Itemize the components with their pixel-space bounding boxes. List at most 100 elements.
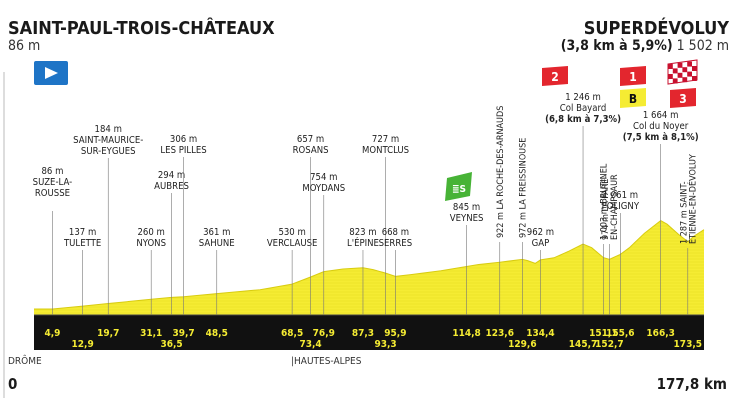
waypoint-text: MOYDANS xyxy=(302,183,345,194)
waypoint-text: 306 m xyxy=(170,134,197,145)
km-band xyxy=(34,315,704,350)
svg-text:B: B xyxy=(629,92,637,106)
finish-climb: (3,8 km à 5,9%) xyxy=(560,38,673,54)
waypoint-text: 657 m xyxy=(297,134,324,145)
waypoint-text: 922 m LA ROCHE-DES-ARNAUDS xyxy=(496,106,506,238)
waypoint-text: 972 m LA FREISSINOUSE xyxy=(518,138,528,238)
waypoint-text: GAP xyxy=(532,238,550,249)
waypoint-text: 845 m xyxy=(453,202,480,213)
km-label: 95,9 xyxy=(384,328,406,339)
intermediate-sprint-icon: ≣S xyxy=(445,172,472,201)
waypoint-text: 530 m xyxy=(278,227,305,238)
km-label: 166,3 xyxy=(646,328,674,339)
waypoint-label-vertical: 972 m LA FREISSINOUSE xyxy=(518,138,528,238)
waypoint-text: TULETTE xyxy=(63,238,101,249)
waypoint-text: SUZE-LA- xyxy=(33,177,73,188)
region-hautes-alpes: |HAUTES-ALPES xyxy=(291,356,362,367)
km-label: 152,7 xyxy=(595,339,623,350)
km-label: 114,8 xyxy=(452,328,480,339)
svg-text:≣S: ≣S xyxy=(452,184,466,195)
waypoint-text: 962 m xyxy=(527,227,554,238)
km-label: 173,5 xyxy=(674,339,702,350)
waypoint-text: 184 m xyxy=(95,124,122,135)
waypoint-text: 86 m xyxy=(42,166,64,177)
waypoint-text: LES PILLES xyxy=(160,145,206,156)
waypoint-text: 1 246 m xyxy=(565,92,601,103)
profile-outline xyxy=(34,220,705,310)
waypoint-text: 727 m xyxy=(372,134,399,145)
waypoint-label-vertical: 1 003 m BRUTINEL xyxy=(599,163,609,240)
finish-climb-line: (3,8 km à 5,9%) 1 502 m xyxy=(561,38,729,54)
axis-start-km: 0 xyxy=(8,375,18,393)
waypoint-text: 361 m xyxy=(203,227,230,238)
svg-text:3: 3 xyxy=(679,92,687,106)
waypoint-text: SUR-EYGUES xyxy=(81,146,136,157)
km-label: 87,3 xyxy=(352,328,374,339)
profile-area xyxy=(34,220,704,315)
waypoint-label-vertical: 922 m LA ROCHE-DES-ARNAUDS xyxy=(496,106,506,238)
bonus-point-icon: B xyxy=(620,88,646,108)
waypoint-text: 137 m xyxy=(69,227,96,238)
waypoint-text: (7,5 km à 8,1%) xyxy=(623,132,699,143)
waypoint-text: NYONS xyxy=(136,238,166,249)
waypoint-text: VEYNES xyxy=(450,213,484,224)
km-label: 4,9 xyxy=(44,328,60,339)
waypoint-text: 260 m xyxy=(138,227,165,238)
km-label: 36,5 xyxy=(160,339,182,350)
region-drome: DRÔME xyxy=(8,356,42,367)
waypoint-text: SAHUNE xyxy=(199,238,235,249)
finish-altitude: 1 502 m xyxy=(676,38,729,54)
km-label: 134,4 xyxy=(526,328,554,339)
svg-text:2: 2 xyxy=(551,70,559,84)
start-flag-icon xyxy=(34,61,68,85)
waypoint-text: (6,8 km à 7,3%) xyxy=(545,114,621,125)
finish-checkered-flag-icon xyxy=(667,59,698,85)
waypoint-text: MONTCLUS xyxy=(362,145,409,156)
km-label: 155,6 xyxy=(606,328,634,339)
waypoint-text: SERRES xyxy=(379,238,413,249)
waypoint-text: AUBRES xyxy=(154,181,189,192)
waypoint-text: ROUSSE xyxy=(35,188,70,199)
waypoint-text: 823 m xyxy=(349,227,376,238)
waypoint-text: Col Bayard xyxy=(560,103,606,114)
km-label: 151,1 xyxy=(589,328,617,339)
waypoint-text: SAINT-MAURICE- xyxy=(73,135,143,146)
km-label: 145,7 xyxy=(569,339,597,350)
finish-name: SUPERDÉVOLUY xyxy=(583,18,729,39)
mountain-category-icon: 3 xyxy=(670,88,696,108)
mountain-category-icon: 2 xyxy=(542,66,568,86)
waypoint-text: EN-CHAMPSAUR xyxy=(610,174,620,240)
km-label: 129,6 xyxy=(508,339,536,350)
waypoint-text: POLIGNY xyxy=(602,201,640,212)
waypoint-text: Col du Noyer xyxy=(633,121,689,132)
km-label: 19,7 xyxy=(97,328,119,339)
start-altitude: 86 m xyxy=(8,38,41,54)
waypoint-text: 1 061 m xyxy=(603,190,639,201)
km-label: 93,3 xyxy=(374,339,396,350)
km-label: 39,7 xyxy=(172,328,194,339)
waypoint-text: 1 003 m BRUTINEL xyxy=(599,163,609,240)
axis-end-km: 177,8 km xyxy=(656,375,727,393)
waypoint-text: ÉTIENNE-EN-DÉVOLUY xyxy=(686,154,698,244)
start-name: SAINT-PAUL-TROIS-CHÂTEAUX xyxy=(8,18,275,39)
waypoint-text: 668 m xyxy=(382,227,409,238)
km-label: 12,9 xyxy=(72,339,94,350)
waypoint-text: 974 m LA FARE- xyxy=(601,176,611,240)
mountain-category-icon: 1 xyxy=(620,66,646,86)
km-label: 68,5 xyxy=(281,328,303,339)
waypoint-text: 1 287 m SAINT- xyxy=(679,181,689,244)
km-label: 31,1 xyxy=(140,328,162,339)
km-label: 123,6 xyxy=(486,328,514,339)
km-label: 73,4 xyxy=(299,339,321,350)
svg-text:1: 1 xyxy=(629,70,637,84)
waypoint-label-vertical: 974 m LA FARE- EN-CHAMPSAUR xyxy=(601,174,620,240)
waypoint-text: VERCLAUSE xyxy=(267,238,318,249)
waypoint-text: L'ÉPINE xyxy=(347,237,379,249)
waypoint-label-vertical: 1 287 m SAINT- ÉTIENNE-EN-DÉVOLUY xyxy=(679,154,698,244)
km-label: 76,9 xyxy=(313,328,335,339)
waypoint-text: 1 664 m xyxy=(643,110,679,121)
km-label: 48,5 xyxy=(206,328,228,339)
waypoint-text: ROSANS xyxy=(293,145,329,156)
